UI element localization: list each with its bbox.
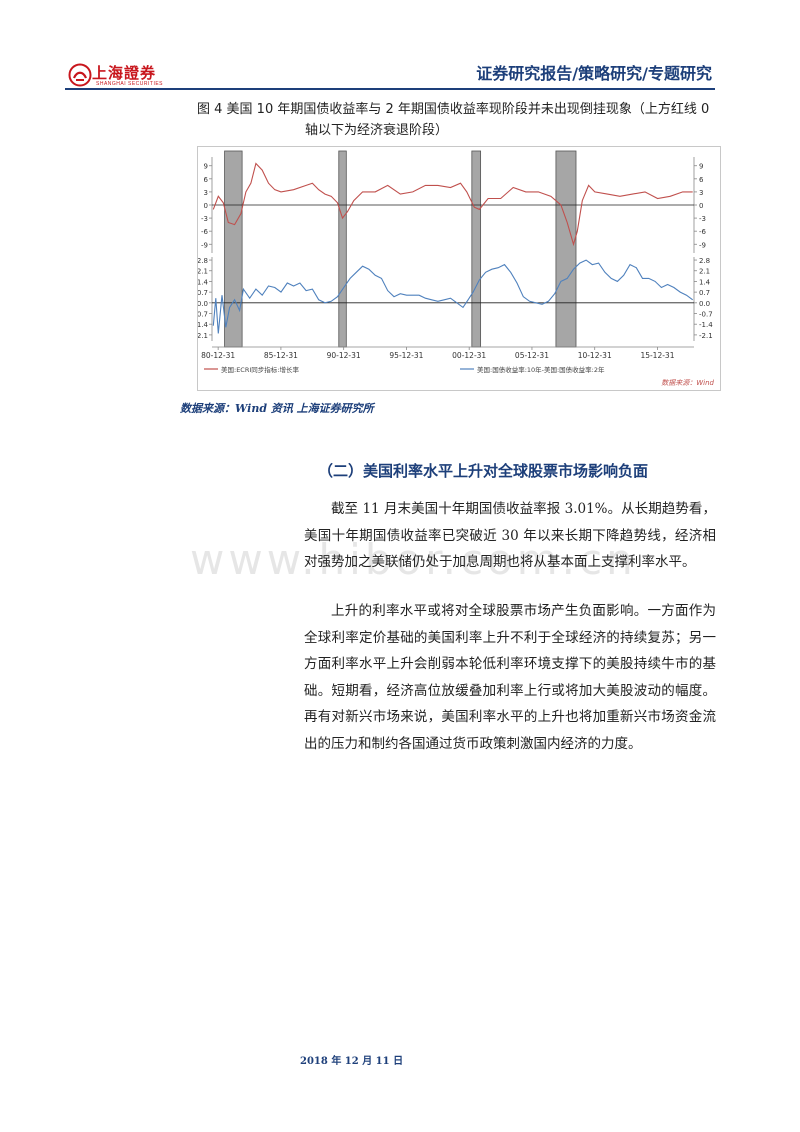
y-tick-label: -2.1	[198, 332, 208, 340]
chart-source-note: 数据来源：Wind	[661, 379, 714, 387]
y-tick-label: 0.0	[198, 300, 208, 308]
y-tick-label-right: -1.4	[699, 321, 713, 329]
body-paragraph-2: 上升的利率水平或将对全球股票市场产生负面影响。一方面作为全球利率定价基础的美国利…	[304, 603, 716, 752]
y-tick-label: 6	[204, 176, 209, 184]
y-tick-label-right: -9	[699, 241, 706, 249]
x-tick-label: 95-12-31	[389, 351, 423, 360]
yield-spread-chart: 9 9 6 6 3 3 0 0 -3 -3 -6 -6 -9 -9 2.8 2.8 2.1 2.1 1.4 1.4 0…	[194, 150, 715, 387]
x-tick-label: 85-12-31	[264, 351, 298, 360]
x-tick-label: 80-12-31	[201, 351, 235, 360]
x-tick-label: 15-12-31	[640, 351, 674, 360]
y-tick-label-right: 0	[699, 202, 703, 210]
y-tick-label-right: 0.7	[699, 289, 710, 297]
watermark: www.hibor.com.cn	[190, 535, 637, 584]
recession-band-3	[471, 150, 482, 348]
y-tick-label-right: -6	[699, 228, 707, 236]
y-tick-label: 2.8	[198, 257, 208, 265]
section-heading: （二）美国利率水平上升对全球股票市场影响负面	[318, 462, 649, 480]
logo-emblem-icon	[68, 63, 92, 87]
y-tick-label-right: 3	[699, 189, 703, 197]
y-tick-label-right: 2.8	[699, 257, 710, 265]
y-tick-label: 1.4	[198, 278, 209, 286]
header-divider	[65, 88, 715, 90]
y-tick-label: -9	[201, 241, 208, 249]
recession-band-2	[338, 150, 347, 348]
series-line-1	[212, 259, 694, 334]
series-line-0	[212, 162, 693, 247]
footer-date: 2018 年 12 月 11 日	[300, 1056, 404, 1067]
y-tick-label: 0.7	[198, 289, 208, 297]
y-tick-label-right: -3	[699, 215, 706, 223]
y-tick-label-right: 6	[699, 176, 704, 184]
y-tick-label: -3	[201, 215, 208, 223]
figure-caption: 图 4 美国 10 年期国债收益率与 2 年期国债收益率现阶段并未出现倒挂现象（…	[197, 99, 727, 141]
y-tick-label: -1.4	[198, 321, 209, 329]
y-tick-label-right: 9	[699, 163, 703, 171]
y-tick-label-right: -0.7	[699, 311, 713, 319]
y-tick-label-right: 2.1	[699, 268, 710, 276]
x-tick-label: 05-12-31	[515, 351, 549, 360]
figure-source: 数据来源：Wind 资讯 上海证券研究所	[180, 402, 374, 415]
recession-band-4	[555, 150, 577, 348]
legend-label-1: 美国:国债收益率:10年-美国:国债收益率:2年	[477, 365, 605, 374]
y-tick-label-right: 1.4	[699, 278, 711, 286]
chart-frame: 9 9 6 6 3 3 0 0 -3 -3 -6 -6 -9 -9 2.8 2.8 2.1 2.1 1.4 1.4 0…	[194, 146, 721, 391]
y-tick-label: -0.7	[198, 311, 208, 319]
logo-subtext: SHANGHAI SECURITIES	[96, 81, 164, 87]
x-tick-label: 90-12-31	[327, 351, 361, 360]
legend-label-0: 美国:ECRI同步指标:增长率	[221, 365, 299, 374]
body-paragraph-1: 截至 11 月末美国十年期国债收益率报 3.01%。从长期趋势看，美国十年期国债…	[304, 501, 716, 570]
y-tick-label: 2.1	[198, 268, 208, 276]
y-tick-label: 9	[204, 163, 208, 171]
company-logo: 上海證券 SHANGHAI SECURITIES	[68, 60, 173, 92]
x-tick-label: 10-12-31	[578, 351, 612, 360]
logo-text: 上海證券	[92, 64, 157, 82]
x-tick-label: 00-12-31	[452, 351, 486, 360]
figure-caption-line2: 轴以下为经济衰退阶段）	[305, 123, 449, 138]
y-tick-label-right: -2.1	[699, 332, 713, 340]
figure-caption-line1: 图 4 美国 10 年期国债收益率与 2 年期国债收益率现阶段并未出现倒挂现象（…	[197, 102, 710, 117]
y-tick-label-right: 0.0	[699, 300, 710, 308]
y-tick-label: 3	[204, 189, 208, 197]
y-tick-label: 0	[204, 202, 208, 210]
report-category-title: 证券研究报告/策略研究/专题研究	[476, 64, 712, 83]
y-tick-label: -6	[201, 228, 209, 236]
